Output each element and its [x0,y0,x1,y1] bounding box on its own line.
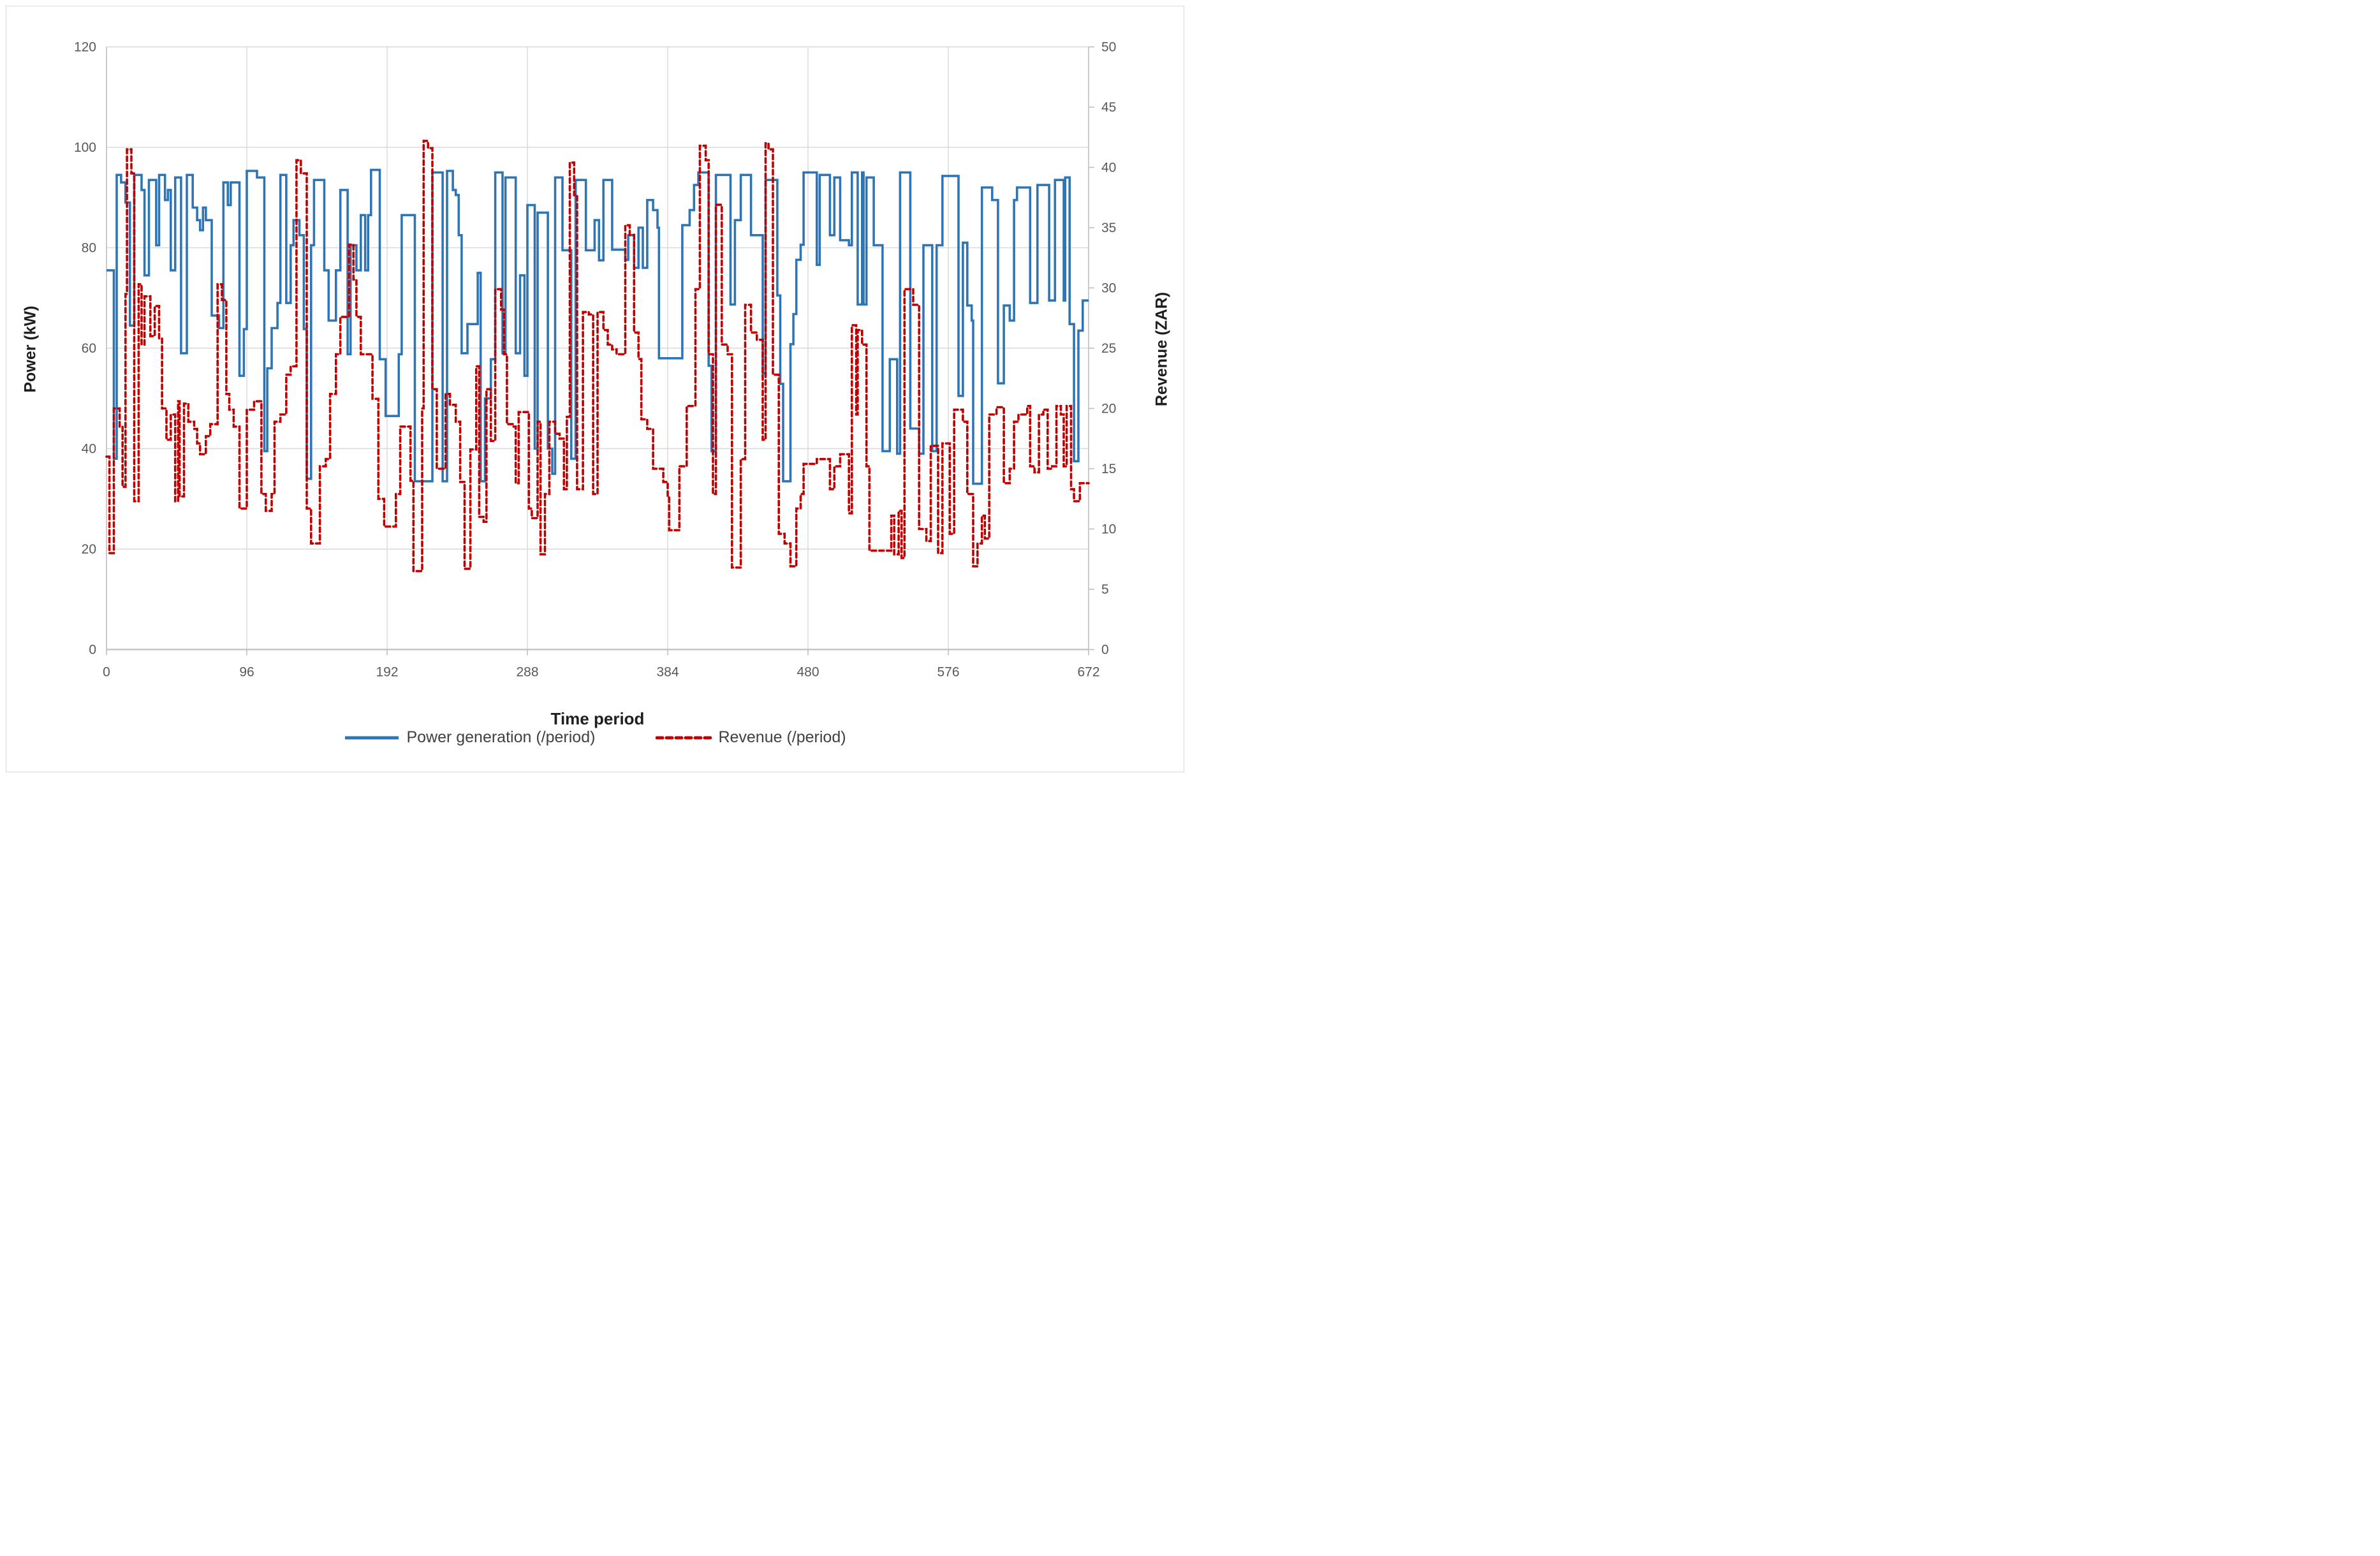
legend: Power generation (/period) Revenue (/per… [0,728,1190,747]
power-tick-label: 0 [89,643,96,657]
revenue-tick-label: 35 [1101,221,1116,235]
x-tick-label: 288 [516,665,538,680]
left-axis-title: Power (kW) [21,305,40,393]
revenue-tick-label: 45 [1101,100,1116,115]
legend-label-power: Power generation (/period) [406,728,596,746]
chart-figure: 0 96 192 288 384 480 576 672 0 20 40 60 80 100 120 0 5 10… [0,0,1190,778]
right-axis-title: Revenue (ZAR) [1152,291,1171,407]
revenue-tick-label: 15 [1101,462,1116,476]
power-tick-label: 40 [82,442,96,457]
revenue-tick-label: 30 [1101,281,1116,296]
revenue-tick-label: 10 [1101,522,1116,537]
x-tick-label: 384 [656,665,679,680]
power-tick-label: 20 [82,542,96,557]
x-tick-label: 672 [1077,665,1099,680]
revenue-tick-label: 20 [1101,402,1116,416]
revenue-series-line [105,140,1090,573]
legend-label-revenue: Revenue (/period) [718,728,846,746]
x-tick-label: 0 [103,665,110,680]
plot-area: 0 96 192 288 384 480 576 6720204060801001200510… [74,40,1116,680]
revenue-line-swatch [656,736,712,739]
legend-item-revenue: Revenue (/period) [656,728,846,747]
revenue-tick-label: 5 [1101,582,1109,597]
power-tick-label: 120 [74,40,96,55]
x-tick-label: 480 [797,665,819,680]
x-tick-label: 96 [239,665,254,680]
revenue-tick-label: 25 [1101,341,1116,356]
power-line-swatch [345,736,399,739]
x-tick-label: 192 [376,665,398,680]
power-tick-label: 100 [74,140,96,155]
power-series-line [107,168,1089,485]
x-tick-label: 576 [937,665,959,680]
revenue-tick-label: 0 [1101,643,1109,657]
revenue-tick-label: 50 [1101,40,1116,55]
revenue-tick-label: 40 [1101,161,1116,175]
x-axis-title: Time period [550,709,645,728]
legend-item-power: Power generation (/period) [344,728,595,747]
figure-border [6,6,1184,772]
power-tick-label: 80 [82,241,96,256]
power-tick-label: 60 [82,341,96,356]
